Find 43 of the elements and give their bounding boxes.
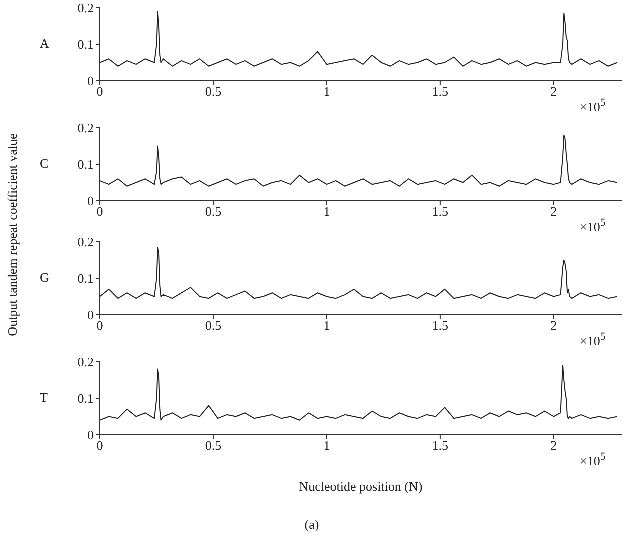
x-tick-label: 0.5 (205, 318, 222, 334)
x-tick-label: 1 (324, 204, 330, 220)
y-tick-label: 0 (88, 194, 94, 209)
y-tick-label: 0 (88, 428, 94, 443)
line-series (100, 134, 618, 187)
text: G (40, 270, 50, 286)
x-tick-label: 1.5 (432, 84, 449, 100)
x-tick-label: 1 (324, 318, 330, 334)
text: ×10$^{5}$ (580, 217, 606, 236)
y-tick-label: 0.1 (78, 157, 94, 172)
y-axis-title: Output tandem repeat coefficient value (5, 134, 21, 336)
x-axis-title: Nucleotide position (N) (299, 479, 423, 495)
x-tick-label: 1 (324, 438, 330, 454)
line-series (100, 246, 618, 300)
x-tick-label: 1 (324, 84, 330, 100)
x-tick-label: 2 (550, 84, 558, 100)
x-tick-label: 2 (550, 318, 558, 334)
y-tick-label: 0 (88, 74, 94, 89)
text: T (40, 390, 48, 406)
line-series (100, 365, 618, 421)
text: ×10$^{5}$ (580, 97, 606, 116)
y-tick-label: 0 (88, 308, 94, 323)
text: A (40, 36, 50, 52)
text: ×10$^{5}$ (580, 451, 606, 470)
text: (a) (304, 517, 320, 533)
y-tick-label: 0.2 (78, 234, 94, 250)
text: ×10$^{5}$ (580, 331, 606, 350)
y-tick-label: 0.2 (78, 354, 94, 370)
line-series (100, 11, 618, 67)
x-tick-label: 0.5 (205, 204, 222, 220)
x-tick-label: 1.5 (432, 318, 449, 334)
x-tick-label: 2 (550, 438, 558, 454)
x-tick-label: 1.5 (432, 204, 449, 220)
text: C (40, 156, 49, 172)
y-tick-label: 0.1 (78, 391, 94, 406)
y-tick-label: 0.2 (78, 0, 94, 16)
y-tick-label: 0.1 (78, 37, 94, 52)
x-tick-label: 2 (550, 204, 558, 220)
y-tick-label: 0.2 (78, 120, 94, 136)
x-tick-label: 0.5 (205, 84, 222, 100)
y-tick-label: 0.1 (78, 271, 94, 286)
x-tick-label: 0.5 (205, 438, 222, 454)
x-tick-label: 1.5 (432, 438, 449, 454)
